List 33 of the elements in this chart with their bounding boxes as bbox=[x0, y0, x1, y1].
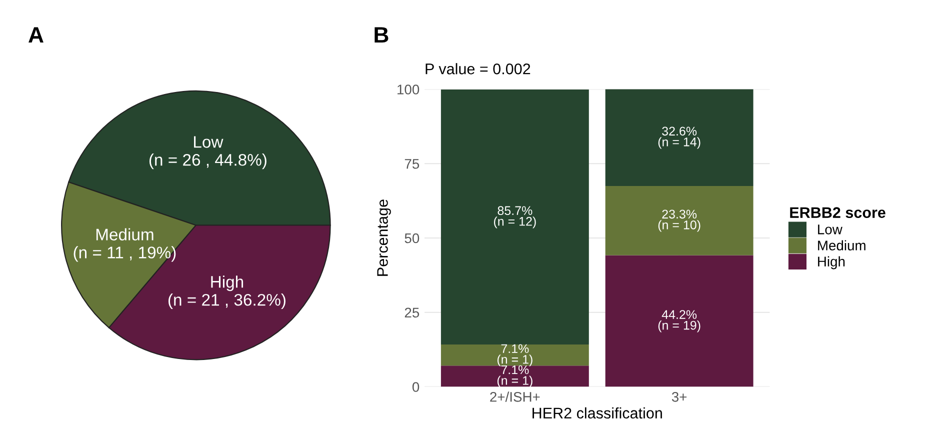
chart-title: B bbox=[374, 27, 388, 42]
x-axis-title: HER2 classification bbox=[532, 407, 662, 419]
slice-label: High bbox=[211, 276, 244, 292]
data-label: (n = 26 , 44.8%) bbox=[149, 154, 266, 170]
data-label: (n = 11 , 19%) bbox=[74, 246, 176, 262]
y-tick-label: 100 bbox=[398, 84, 420, 94]
y-axis-title: Percentage bbox=[377, 200, 391, 276]
data-label: 7.1% (n = 1) bbox=[497, 344, 532, 366]
slice-label: Low bbox=[194, 136, 224, 148]
slice-label: Medium bbox=[96, 228, 154, 240]
data-label: (n = 21 , 36.2%) bbox=[168, 294, 286, 310]
data-label: 85.7% (n = 12) bbox=[494, 206, 536, 228]
bar bbox=[605, 89, 754, 186]
legend-label: High bbox=[818, 256, 845, 270]
data-label: 32.6% (n = 14) bbox=[658, 126, 700, 149]
chart-title: A bbox=[28, 27, 44, 42]
y-tick-label: 75 bbox=[404, 159, 420, 169]
legend-title: ERBB2 score bbox=[790, 207, 886, 218]
data-label: 7.1% (n = 1) bbox=[497, 365, 532, 388]
x-tick-label: 3+ bbox=[672, 392, 687, 402]
bar bbox=[440, 366, 589, 387]
data-label: 44.2% (n = 19) bbox=[658, 310, 700, 332]
chart-subtitle: P value = 0.002 bbox=[426, 63, 530, 74]
data-label: 23.3% (n = 10) bbox=[658, 210, 700, 232]
bar bbox=[605, 255, 754, 387]
bar bbox=[440, 344, 589, 366]
bar bbox=[605, 186, 754, 256]
legend-label: Low bbox=[818, 224, 842, 234]
y-tick-label: 50 bbox=[404, 233, 420, 244]
legend-label: Medium bbox=[818, 240, 866, 250]
y-tick-label: 25 bbox=[404, 308, 420, 318]
y-tick-label: 0 bbox=[412, 382, 420, 392]
x-tick-label: 2+/ISH+ bbox=[490, 392, 540, 402]
